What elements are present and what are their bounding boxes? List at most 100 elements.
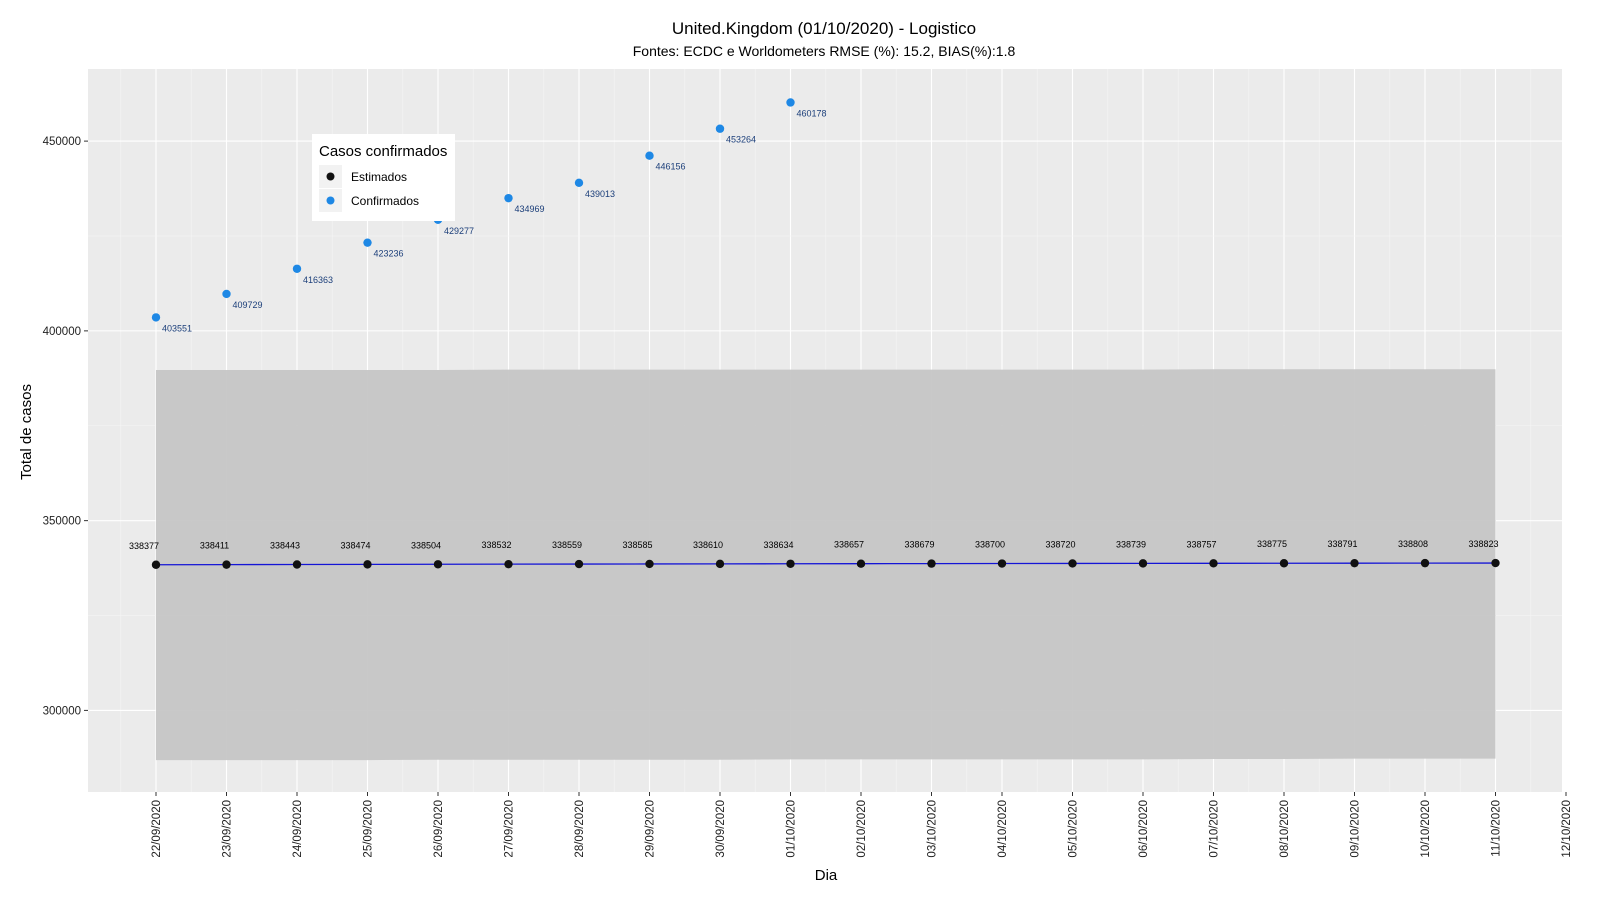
estimados-point	[433, 560, 443, 569]
x-tick-label: 30/09/2020	[715, 800, 727, 858]
x-tick-label: 03/10/2020	[927, 800, 939, 858]
confirmados-data-label: 403551	[162, 323, 192, 333]
confirmados-point	[574, 178, 584, 188]
estimados-point	[997, 559, 1007, 568]
estimados-point	[1279, 559, 1289, 568]
estimados-point	[222, 560, 231, 569]
estimados-point	[1420, 558, 1430, 568]
x-tick-label: 02/10/2020	[856, 800, 868, 858]
estimados-point	[292, 560, 302, 569]
estimados-point	[504, 559, 513, 569]
x-tick-label: 01/10/2020	[786, 800, 798, 858]
legend-estimados-label: Estimados	[351, 170, 407, 184]
estimados-point	[856, 559, 866, 568]
y-axis-label: Total de casos	[18, 384, 35, 480]
x-axis: 22/09/2020 23/09/2020 24/09/2020 25/09/2020…	[151, 792, 1573, 858]
y-tick-label: 300000	[43, 705, 81, 717]
confirmados-point	[222, 289, 231, 299]
chart-subtitle: Fontes: ECDC e Worldometers RMSE (%): 15…	[633, 43, 1016, 59]
estimados-data-label: 338443	[270, 540, 300, 550]
estimados-data-label: 338559	[552, 540, 582, 550]
x-tick-label: 24/09/2020	[292, 800, 304, 858]
estimados-point	[363, 560, 372, 569]
legend-estimados-marker	[326, 172, 335, 181]
estimados-point	[574, 559, 584, 569]
x-tick-label: 11/10/2020	[1491, 800, 1503, 857]
estimados-point	[1491, 558, 1500, 568]
estimados-data-label: 338775	[1257, 539, 1287, 549]
estimados-data-label: 338700	[975, 540, 1005, 550]
y-tick-label: 400000	[43, 326, 81, 338]
estimados-data-label: 338757	[1186, 539, 1216, 549]
estimados-data-label: 338657	[834, 540, 864, 550]
confirmados-data-label: 434969	[515, 204, 545, 214]
confirmados-point	[504, 193, 513, 203]
confirmados-point	[151, 313, 161, 322]
confirmados-data-label: 446156	[656, 162, 686, 172]
confirmados-data-label: 416363	[303, 275, 333, 285]
x-tick-label: 12/10/2020	[1561, 800, 1573, 858]
estimados-data-label: 338679	[904, 540, 934, 550]
estimados-data-label: 338720	[1045, 539, 1075, 549]
data-labels-layer: 338377 338411 338443 338474 338504 338532 3385…	[129, 108, 1499, 550]
legend-confirmados-marker	[326, 196, 335, 205]
legend: Casos confirmados Estimados Confirmados	[312, 134, 455, 221]
x-tick-label: 25/09/2020	[363, 800, 375, 858]
estimados-data-label: 338791	[1327, 539, 1357, 549]
confidence-band-layer	[156, 369, 1496, 761]
y-tick-label: 450000	[43, 136, 81, 148]
x-tick-label: 08/10/2020	[1279, 800, 1291, 858]
estimados-point	[1350, 558, 1359, 568]
confirmados-data-label: 429277	[444, 226, 474, 236]
estimados-point	[1209, 559, 1218, 568]
x-tick-label: 23/09/2020	[222, 800, 234, 858]
x-tick-label: 26/09/2020	[433, 800, 445, 858]
estimados-point	[151, 560, 161, 569]
x-tick-label: 05/10/2020	[1068, 800, 1080, 858]
legend-title: Casos confirmados	[319, 143, 447, 160]
x-tick-label: 22/09/2020	[151, 800, 163, 858]
estimados-data-label: 338585	[622, 540, 652, 550]
x-tick-label: 27/09/2020	[504, 800, 516, 858]
x-tick-label: 29/09/2020	[645, 800, 657, 858]
estimados-data-label: 338504	[411, 540, 441, 550]
confirmados-data-label: 439013	[585, 189, 615, 199]
estimados-point	[927, 559, 936, 568]
x-tick-label: 09/10/2020	[1350, 800, 1362, 858]
x-tick-label: 04/10/2020	[997, 800, 1009, 858]
confirmados-data-label: 409729	[233, 300, 263, 310]
x-tick-label: 10/10/2020	[1420, 800, 1432, 858]
fit-line-layer	[155, 562, 1496, 566]
confirmados-point	[645, 151, 654, 160]
estimados-point	[786, 559, 795, 568]
legend-confirmados-label: Confirmados	[351, 194, 419, 208]
estimados-data-label: 338610	[693, 540, 723, 550]
confirmados-data-label: 460178	[797, 108, 827, 118]
y-axis: 300000 350000 400000 450000	[43, 136, 88, 717]
estimados-point	[1138, 559, 1148, 568]
estimados-data-label: 338823	[1468, 539, 1498, 549]
estimados-data-label: 338808	[1398, 539, 1428, 549]
confirmados-point	[292, 264, 302, 273]
confirmados-point	[715, 124, 725, 133]
estimados-data-label: 338739	[1116, 539, 1146, 549]
estimados-data-label: 338474	[340, 540, 370, 550]
confidence-band	[156, 369, 1496, 761]
estimados-data-label: 338532	[481, 540, 511, 550]
confirmados-data-label: 423236	[374, 249, 404, 259]
x-tick-label: 28/09/2020	[574, 800, 586, 858]
fit-line	[155, 562, 1496, 566]
estimados-data-label: 338411	[200, 541, 229, 551]
estimados-point	[715, 559, 725, 569]
confirmados-data-label: 453264	[726, 135, 756, 145]
estimados-point	[645, 559, 654, 569]
chart-title: United.Kingdom (01/10/2020) - Logistico	[672, 19, 976, 38]
confirmados-point	[363, 238, 372, 247]
estimados-data-label: 338634	[763, 540, 793, 550]
x-tick-label: 06/10/2020	[1138, 800, 1150, 858]
x-tick-label: 07/10/2020	[1209, 800, 1221, 858]
y-tick-label: 350000	[43, 516, 81, 528]
x-axis-label: Dia	[815, 867, 838, 884]
estimados-point	[1068, 559, 1077, 568]
